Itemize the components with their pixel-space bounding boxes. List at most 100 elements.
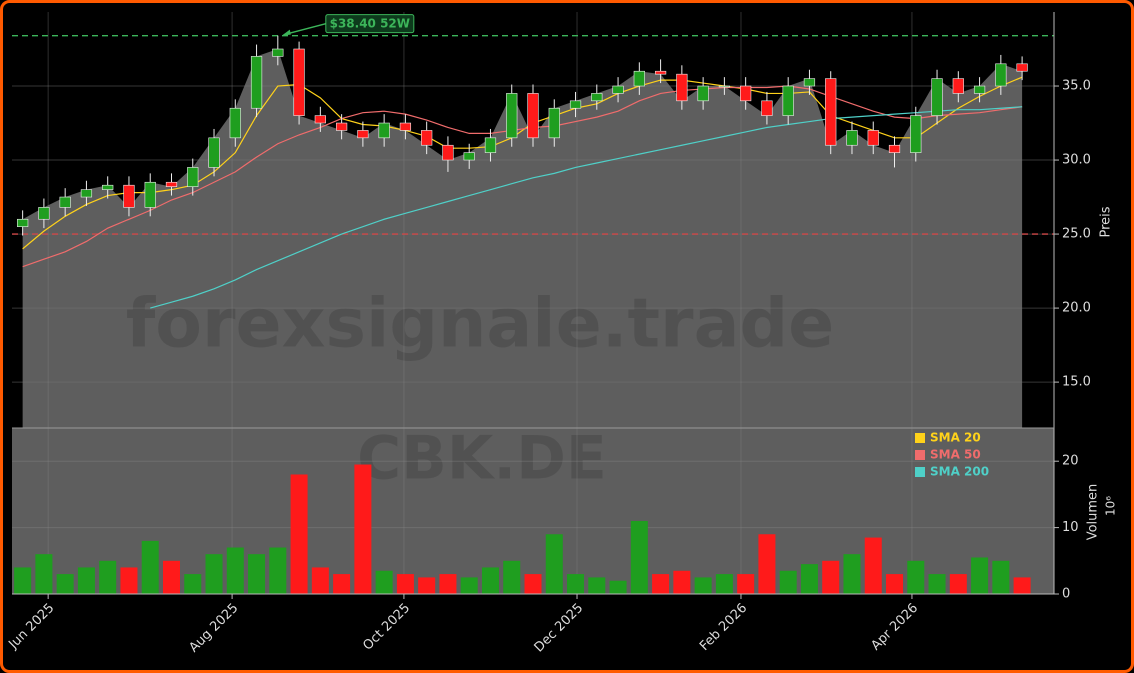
volume-bar [248, 554, 266, 594]
candle-body [187, 167, 199, 187]
volume-bar [290, 474, 308, 594]
volume-bar [418, 577, 436, 594]
candle-body [208, 137, 220, 168]
candle-body [1016, 63, 1028, 72]
volume-bar [396, 574, 414, 594]
volume-bar [524, 574, 542, 594]
volume-bar [843, 554, 861, 594]
volume-bar [673, 570, 691, 594]
candle-body [931, 78, 943, 116]
volume-bar [630, 520, 648, 594]
volume-axis-label: Volumen [1086, 484, 1101, 541]
volume-bar [992, 560, 1010, 594]
volume-bar [545, 534, 563, 594]
legend-label: SMA 50 [930, 448, 981, 462]
candle-body [740, 85, 752, 102]
volume-bar [35, 554, 53, 594]
volume-bar [205, 554, 223, 594]
volume-bar [864, 537, 882, 594]
candle-body [335, 122, 348, 131]
price-area [22, 49, 1023, 428]
volume-bar [99, 560, 117, 594]
volume-bar [226, 547, 244, 594]
volume-bar [822, 560, 840, 594]
volume-bar [14, 567, 32, 594]
y-tick-label: 20 [1062, 454, 1079, 469]
legend-swatch [915, 467, 925, 477]
y-tick-label: 30.0 [1062, 153, 1091, 168]
candle-body [782, 85, 794, 116]
candle-body [80, 189, 93, 198]
candle-body [421, 130, 433, 146]
volume-bar [588, 577, 606, 594]
volume-scale: 10⁶ [1104, 496, 1118, 516]
volume-bar [800, 564, 818, 594]
volume-bar [56, 574, 74, 594]
candle-body [761, 100, 773, 116]
candle-body [484, 137, 497, 153]
y-axis-label: Preis [1099, 206, 1114, 237]
candle-body [995, 63, 1007, 87]
candle-body [654, 70, 667, 75]
watermark: forexsignale.trade [126, 285, 835, 364]
candle-body [676, 73, 688, 102]
volume-bar [460, 577, 478, 594]
symbol-watermark: CBK.DE [357, 424, 607, 494]
volume-bar [439, 574, 457, 594]
y-tick-label: 25.0 [1062, 227, 1091, 242]
candle-body [506, 93, 518, 139]
volume-bar [269, 547, 287, 594]
y-tick-label: 20.0 [1062, 301, 1091, 316]
sma-line [150, 106, 1023, 309]
sma-line [22, 85, 1023, 268]
candle-body [718, 85, 731, 88]
volume-bar [333, 574, 351, 594]
volume-bar [949, 574, 967, 594]
candle-body [569, 100, 582, 109]
y-tick-label: 10 [1062, 520, 1079, 535]
volume-bar [907, 560, 925, 594]
candle-body [229, 107, 241, 139]
volume-bar [928, 574, 946, 594]
volume-bar [737, 574, 755, 594]
candle-body [803, 78, 816, 87]
volume-bar [481, 567, 499, 594]
arrow-head [281, 29, 291, 36]
candle-body [102, 184, 114, 190]
candle-body [973, 85, 986, 94]
candle-body [250, 56, 263, 109]
candle-body [463, 152, 475, 161]
volume-bar [120, 567, 138, 594]
candle-body [825, 78, 837, 146]
volume-bar [779, 570, 797, 594]
candle-body [697, 85, 709, 102]
legend-swatch [915, 433, 925, 443]
volume-bar [715, 574, 733, 594]
volume-bar [694, 577, 712, 594]
legend-label: SMA 20 [930, 431, 981, 445]
volume-bar [609, 580, 627, 594]
volume-bar [141, 540, 159, 594]
candle-body [378, 122, 390, 139]
volume-bar [375, 570, 393, 594]
volume-bar [503, 560, 521, 594]
candle-body [591, 93, 603, 102]
annotation-label: $38.40 52W [330, 17, 410, 31]
volume-bar [77, 567, 95, 594]
volume-bar [1013, 577, 1031, 594]
candle-body [59, 196, 71, 208]
candle-body [846, 130, 858, 146]
candle-body [952, 78, 964, 94]
volume-bar [162, 560, 180, 594]
y-tick-label: 0 [1062, 587, 1070, 602]
candle-body [314, 115, 326, 124]
candle-body [527, 93, 539, 139]
candle-body [633, 70, 645, 87]
candle-body [612, 85, 624, 94]
annotation-box [325, 14, 415, 34]
candle-body [17, 218, 29, 227]
volume-bar [886, 574, 904, 594]
legend-swatch [915, 450, 925, 460]
